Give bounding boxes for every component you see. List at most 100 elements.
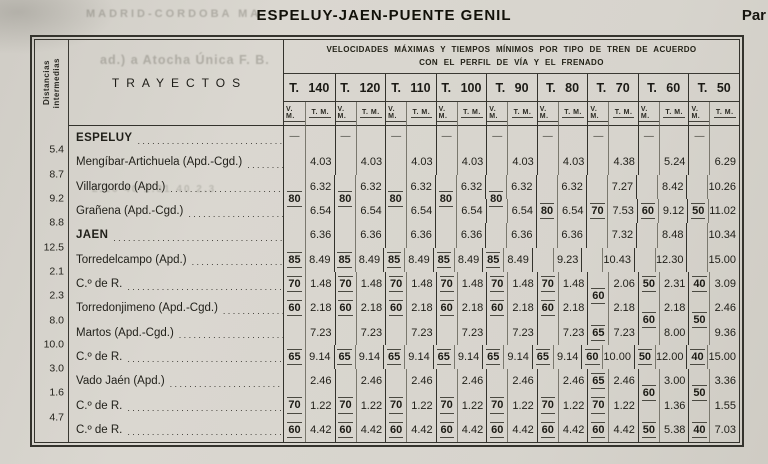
- tm-cell: [456, 126, 487, 151]
- vm-value: 60: [287, 421, 302, 439]
- tm-value: 3.36: [714, 375, 736, 388]
- tm-value: 6.29: [714, 156, 736, 169]
- speed-column-header: T. 90: [486, 74, 537, 102]
- vm-value: 85: [387, 251, 402, 268]
- tm-cell: 9.36: [709, 320, 739, 345]
- tm-value: 4.42: [461, 423, 484, 436]
- vm-cell: 65: [284, 345, 305, 369]
- tm-value: 2.46: [613, 375, 635, 388]
- station-cell: Martos (Apd.-Cgd.): [69, 320, 284, 345]
- vm-value: 60: [439, 421, 454, 439]
- tm-value: 4.03: [411, 156, 433, 169]
- tm-cell: 6.32: [405, 174, 435, 199]
- tm-column-header-label: T. M.: [663, 109, 685, 118]
- vm-cell: [585, 174, 607, 199]
- tm-value: 2.18: [461, 302, 484, 315]
- tm-value: 9.36: [714, 326, 736, 339]
- table-row: 12.5 Torredelcampo (Apd.) 85 8.49 85 8.49 85 8.…: [35, 241, 739, 272]
- tm-cell: 4.42: [355, 417, 386, 443]
- vm-value: 85: [486, 251, 501, 268]
- tm-value: 4.03: [360, 156, 383, 169]
- tm-cell: [709, 126, 739, 151]
- vm-cell: 80: [485, 174, 506, 207]
- vm-value: 70: [590, 202, 605, 220]
- vm-value: 70: [388, 275, 404, 293]
- vm-cell: —: [284, 126, 305, 150]
- tm-value: 1.22: [613, 399, 635, 412]
- vm-cell: 70: [284, 272, 305, 296]
- tm-cell: 4.42: [507, 417, 537, 443]
- tm-cell: 1.22: [608, 393, 638, 418]
- speed-column-header: T. 80: [536, 74, 588, 102]
- tm-value: 2.46: [562, 375, 585, 388]
- vm-value: 65: [387, 348, 402, 366]
- tm-cell: 11.02: [708, 198, 739, 224]
- vm-cell: [485, 223, 506, 248]
- distance-value: 8.7: [49, 168, 64, 181]
- tm-value: 2.18: [411, 302, 433, 315]
- vm-cell: [637, 393, 659, 418]
- vm-dash: —: [340, 130, 351, 142]
- tm-cell: 9.12: [657, 198, 687, 224]
- vm-value: 70: [287, 397, 302, 414]
- tm-cell: 1.48: [406, 271, 436, 297]
- tm-cell: 6.32: [556, 174, 586, 199]
- tm-value: 12.30: [655, 253, 684, 266]
- tm-value: 1.55: [714, 399, 736, 412]
- tm-cell: 2.46: [557, 369, 588, 394]
- tm-value: 4.42: [360, 423, 383, 436]
- tm-value: 7.23: [613, 326, 635, 339]
- vm-cell: 40: [688, 271, 709, 297]
- station-cell: C.º de R.: [69, 344, 284, 370]
- leader-dots: [223, 306, 283, 316]
- vm-value: 70: [490, 275, 505, 293]
- tm-cell: 9.14: [503, 344, 532, 370]
- vm-column-header: V. M.: [486, 102, 508, 126]
- vm-value: 80: [287, 190, 302, 207]
- tm-value: 6.32: [511, 180, 533, 193]
- station-cell: Villargordo (Apd.): [69, 174, 284, 199]
- station-cell: Torredelcampo (Apd.): [69, 247, 284, 272]
- vm-cell: 50: [633, 344, 655, 370]
- tm-value: 2.18: [512, 302, 534, 315]
- tm-cell: 8.48: [657, 223, 686, 248]
- table-row: 1.6 C.º de R. 70 1.22 70 1.22 70 1.22 70 1.22 70 1.…: [35, 387, 739, 418]
- tm-value: 6.54: [410, 205, 433, 218]
- vm-cell: [686, 247, 707, 272]
- vm-cell: [581, 247, 602, 272]
- tm-value: 10.34: [708, 229, 736, 242]
- tm-cell: 1.48: [355, 271, 386, 297]
- vm-dash: —: [694, 130, 705, 142]
- vm-value: 50: [637, 348, 653, 366]
- vm-cell: [531, 247, 553, 272]
- tm-cell: 2.46: [608, 369, 638, 394]
- vm-cell: 60: [587, 271, 608, 305]
- vm-cell: [686, 223, 707, 248]
- vm-column-header-label: V. M.: [487, 106, 508, 122]
- vm-value: 40: [690, 348, 705, 366]
- vm-cell: 60: [284, 418, 305, 442]
- leader-dots: [127, 282, 283, 292]
- vm-cell: 80: [384, 174, 406, 207]
- leader-dots: [170, 379, 283, 389]
- speed-column-header: T. 120: [334, 74, 386, 102]
- tm-value: 8.48: [662, 229, 684, 242]
- tm-cell: 6.36: [355, 223, 384, 248]
- tm-value: 6.36: [511, 229, 533, 242]
- station-name: JAEN: [76, 229, 109, 242]
- tm-cell: 9.14: [552, 344, 582, 370]
- tm-value: 15.00: [708, 253, 736, 266]
- vm-value: 70: [490, 397, 505, 414]
- tm-cell: 12.00: [654, 344, 687, 370]
- tm-cell: 9.14: [404, 344, 433, 370]
- vm-value: 60: [388, 421, 404, 439]
- tm-cell: [507, 126, 537, 151]
- vm-value: 65: [591, 324, 606, 341]
- tm-column-header: T. M.: [406, 102, 436, 126]
- table-body: ESPELUY — — — — — — — — — 5.4 Mengíbar-Artichuela (…: [35, 126, 739, 443]
- vm-cell: 70: [486, 271, 507, 297]
- tm-cell: 2.46: [355, 369, 386, 394]
- tm-cell: 6.32: [455, 174, 485, 199]
- tm-cell: 2.06: [608, 271, 638, 297]
- station-name: Grañena (Apd.-Cgd.): [76, 205, 184, 218]
